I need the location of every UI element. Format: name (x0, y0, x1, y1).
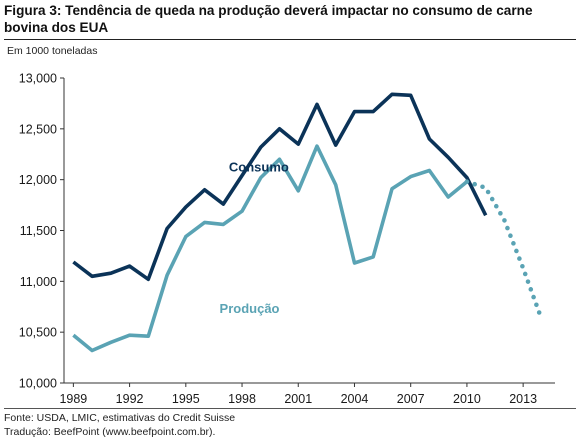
y-tick-label: 12,000 (19, 173, 57, 187)
y-tick-label: 12,500 (19, 122, 57, 136)
x-tick-label: 1995 (172, 392, 200, 406)
x-tick-label: 2013 (509, 392, 537, 406)
title-divider (4, 39, 576, 40)
source-note: Fonte: USDA, LMIC, estimativas do Credit… (4, 412, 236, 424)
y-tick-label: 11,000 (20, 275, 57, 289)
series-line-producao (72, 144, 469, 353)
y-tick-label: 10,000 (19, 377, 57, 391)
units-label: Em 1000 toneladas (7, 45, 98, 57)
y-tick-labels: 10,000 10,500 11,000 11,500 12,000 12,500 13,0… (19, 72, 64, 391)
translation-note: Tradução: BeefPoint (www.beefpoint.com.b… (4, 426, 216, 438)
x-tick-label: 1992 (116, 392, 144, 406)
series-line-consumo (72, 92, 488, 282)
series-labels: Consumo Produção (220, 160, 289, 316)
y-tick-label: 11,500 (20, 224, 57, 238)
series-label-producao: Produção (220, 301, 280, 316)
y-tick-label: 13,000 (19, 72, 57, 86)
x-tick-label: 2001 (284, 392, 312, 406)
x-tick-label: 2007 (397, 392, 425, 406)
x-tick-label: 1989 (59, 392, 87, 406)
x-tick-label: 1998 (228, 392, 256, 406)
y-tick-label: 10,500 (19, 326, 57, 340)
x-tick-label: 2004 (341, 392, 369, 406)
figure-title: Figura 3: Tendência de queda na produção… (4, 3, 533, 35)
series-lines (72, 92, 545, 353)
x-tick-label: 2010 (453, 392, 481, 406)
series-line-producao-estimativa (464, 179, 545, 323)
source-divider (4, 408, 576, 409)
series-label-consumo: Consumo (229, 160, 289, 175)
x-tick-labels: 1989 1992 1995 1998 2001 2004 2007 2010 2013 (59, 383, 537, 406)
